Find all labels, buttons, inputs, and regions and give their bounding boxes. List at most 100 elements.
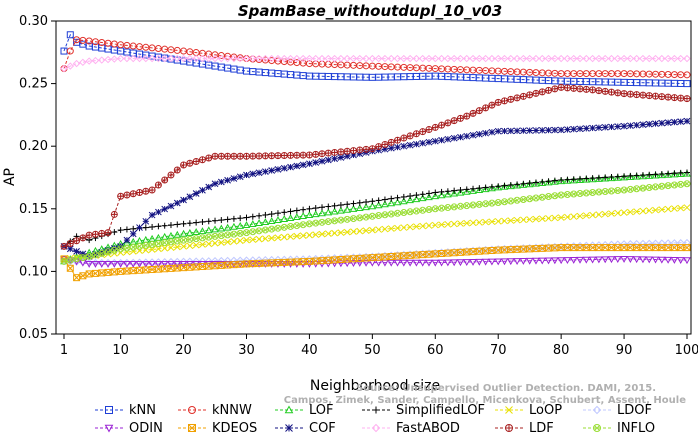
data-point — [274, 210, 281, 217]
data-point — [481, 185, 490, 193]
data-point — [73, 248, 80, 255]
data-point — [425, 193, 433, 201]
data-point — [438, 188, 445, 195]
data-point — [462, 259, 471, 267]
data-point — [73, 255, 81, 263]
data-point — [281, 209, 288, 216]
data-point — [237, 215, 244, 222]
data-point — [66, 257, 75, 266]
data-point — [418, 194, 427, 202]
data-point — [393, 259, 402, 267]
data-point — [287, 208, 294, 215]
data-point — [123, 54, 131, 63]
legend-label: LoOP — [529, 403, 562, 418]
data-point — [665, 170, 672, 177]
data-point — [268, 167, 276, 174]
data-point — [249, 213, 256, 220]
legend-item-ldof: LDOF — [583, 403, 652, 418]
data-point — [167, 54, 175, 63]
data-point — [470, 185, 477, 192]
legend-marker — [505, 406, 513, 414]
data-point — [312, 54, 320, 63]
data-point — [457, 220, 464, 227]
data-point — [538, 88, 546, 96]
legend-label: LDF — [529, 421, 554, 434]
data-point — [161, 244, 169, 252]
data-point — [205, 54, 213, 63]
data-point — [476, 185, 483, 192]
data-point — [129, 54, 137, 63]
data-point — [676, 257, 685, 265]
data-point — [482, 104, 490, 112]
data-point — [620, 244, 628, 252]
x-tick-label: 1 — [60, 343, 68, 358]
data-point — [495, 183, 502, 190]
data-point — [356, 199, 363, 206]
data-point — [72, 59, 81, 68]
data-point — [437, 191, 446, 199]
data-point — [564, 213, 571, 221]
data-point — [306, 205, 313, 212]
data-point — [431, 192, 440, 200]
data-point — [525, 54, 534, 63]
data-point — [155, 245, 162, 253]
data-point — [425, 259, 433, 267]
data-point — [645, 54, 653, 63]
data-point — [91, 269, 99, 277]
x-tick-label: 60 — [427, 343, 444, 358]
data-point — [400, 142, 408, 150]
data-point — [652, 171, 659, 178]
data-point — [651, 256, 660, 264]
data-point — [412, 54, 421, 63]
data-point — [595, 174, 602, 181]
data-point — [148, 211, 156, 219]
data-point — [620, 173, 628, 181]
data-point — [148, 246, 156, 253]
data-point — [520, 216, 527, 224]
data-point — [142, 54, 150, 63]
legend-marker — [372, 406, 380, 414]
watermark-line-1: Source: Unsupervised Outlier Detection. … — [356, 383, 656, 394]
data-point — [160, 260, 169, 268]
data-point — [626, 240, 635, 248]
data-point — [79, 272, 87, 280]
data-point — [589, 175, 596, 182]
data-point — [463, 202, 471, 210]
data-point — [494, 183, 503, 191]
data-point — [123, 260, 131, 268]
data-point — [657, 171, 666, 179]
data-point — [463, 132, 471, 140]
data-point — [381, 54, 389, 63]
data-point — [224, 176, 231, 184]
data-point — [330, 207, 339, 215]
data-point — [677, 204, 685, 212]
data-point — [450, 134, 458, 142]
data-point — [595, 211, 603, 218]
data-point — [418, 54, 427, 63]
data-point — [582, 125, 590, 132]
data-point — [595, 54, 603, 63]
y-tick-label: 0.15 — [19, 202, 48, 217]
data-point — [349, 204, 358, 212]
data-point — [66, 47, 74, 55]
data-point — [387, 259, 396, 267]
data-point — [494, 258, 503, 266]
data-point — [331, 148, 339, 156]
data-point — [356, 227, 364, 235]
data-point — [324, 230, 332, 237]
data-point — [582, 85, 590, 93]
data-point — [664, 239, 672, 247]
data-point — [406, 223, 414, 231]
data-point — [186, 242, 194, 250]
data-point — [355, 259, 364, 267]
data-point — [319, 204, 326, 211]
data-point — [595, 244, 603, 252]
data-point — [400, 224, 408, 231]
data-point — [236, 173, 244, 181]
data-point — [393, 198, 402, 206]
data-point — [199, 218, 206, 225]
plot-frame — [55, 20, 692, 335]
y-tick-label: 0.30 — [19, 14, 48, 29]
data-point — [205, 240, 213, 248]
data-point — [148, 260, 156, 268]
